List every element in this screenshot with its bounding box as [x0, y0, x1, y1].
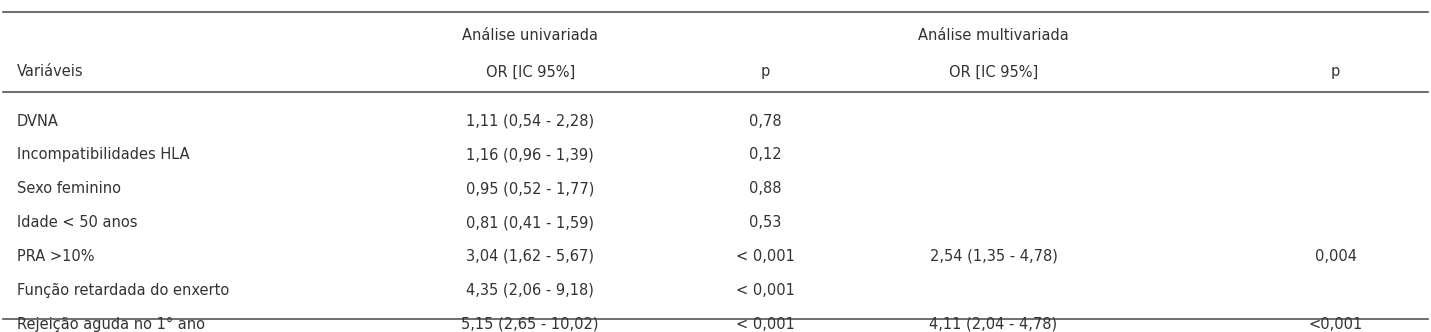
- Text: 0,78: 0,78: [748, 114, 781, 128]
- Text: Análise univariada: Análise univariada: [462, 28, 598, 42]
- Text: Incompatibilidades HLA: Incompatibilidades HLA: [17, 147, 190, 162]
- Text: 0,004: 0,004: [1315, 249, 1357, 264]
- Text: < 0,001: < 0,001: [736, 283, 794, 298]
- Text: 0,95 (0,52 - 1,77): 0,95 (0,52 - 1,77): [467, 181, 594, 196]
- Text: Rejeição aguda no 1° ano: Rejeição aguda no 1° ano: [17, 316, 205, 332]
- Text: 1,11 (0,54 - 2,28): 1,11 (0,54 - 2,28): [467, 114, 594, 128]
- Text: < 0,001: < 0,001: [736, 316, 794, 332]
- Text: Variáveis: Variáveis: [17, 64, 83, 79]
- Text: DVNA: DVNA: [17, 114, 59, 128]
- Text: 2,54 (1,35 - 4,78): 2,54 (1,35 - 4,78): [930, 249, 1058, 264]
- Text: 0,88: 0,88: [750, 181, 781, 196]
- Text: 0,12: 0,12: [748, 147, 781, 162]
- Text: PRA >10%: PRA >10%: [17, 249, 94, 264]
- Text: p: p: [761, 64, 770, 79]
- Text: 4,11 (2,04 - 4,78): 4,11 (2,04 - 4,78): [929, 316, 1058, 332]
- Text: Sexo feminino: Sexo feminino: [17, 181, 122, 196]
- Text: 3,04 (1,62 - 5,67): 3,04 (1,62 - 5,67): [467, 249, 594, 264]
- Text: Idade < 50 anos: Idade < 50 anos: [17, 215, 137, 230]
- Text: 0,81 (0,41 - 1,59): 0,81 (0,41 - 1,59): [467, 215, 594, 230]
- Text: <0,001: <0,001: [1308, 316, 1362, 332]
- Text: < 0,001: < 0,001: [736, 249, 794, 264]
- Text: Função retardada do enxerto: Função retardada do enxerto: [17, 283, 229, 298]
- Text: 5,15 (2,65 - 10,02): 5,15 (2,65 - 10,02): [461, 316, 600, 332]
- Text: 1,16 (0,96 - 1,39): 1,16 (0,96 - 1,39): [467, 147, 594, 162]
- Text: Análise multivariada: Análise multivariada: [919, 28, 1069, 42]
- Text: OR [IC 95%]: OR [IC 95%]: [949, 64, 1037, 79]
- Text: p: p: [1331, 64, 1341, 79]
- Text: 4,35 (2,06 - 9,18): 4,35 (2,06 - 9,18): [467, 283, 594, 298]
- Text: OR [IC 95%]: OR [IC 95%]: [485, 64, 575, 79]
- Text: 0,53: 0,53: [750, 215, 781, 230]
